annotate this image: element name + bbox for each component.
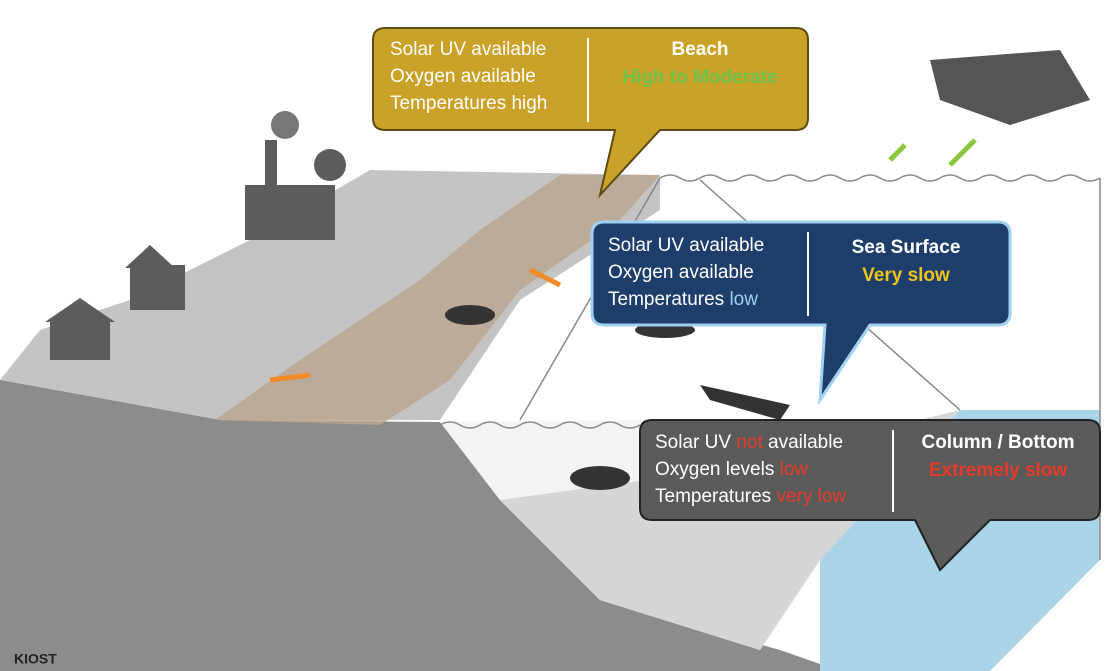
degradation-rate: High to Moderate bbox=[622, 67, 777, 88]
beach-callout: Solar UV available Oxygen available Temp… bbox=[373, 28, 808, 195]
condition: Temperatures low bbox=[608, 289, 758, 310]
zone-title: Column / Bottom bbox=[921, 432, 1074, 453]
sea-surface-callout: Solar UV available Oxygen available Temp… bbox=[592, 222, 1010, 400]
degradation-rate: Extremely slow bbox=[929, 460, 1068, 481]
condition: Solar UV available bbox=[390, 39, 546, 60]
zone-title: Beach bbox=[671, 39, 728, 60]
condition: Oxygen available bbox=[390, 66, 536, 87]
zone-title: Sea Surface bbox=[852, 237, 961, 258]
condition: Temperatures very low bbox=[655, 486, 846, 507]
scene bbox=[0, 50, 1100, 671]
footer-logo: KIOST bbox=[14, 651, 57, 667]
condition: Solar UV available bbox=[608, 235, 764, 256]
condition: Oxygen levels low bbox=[655, 459, 808, 480]
degradation-rate: Very slow bbox=[862, 265, 950, 286]
condition: Oxygen available bbox=[608, 262, 754, 283]
condition: Temperatures high bbox=[390, 93, 547, 114]
condition: Solar UV not available bbox=[655, 432, 843, 453]
diagram: Solar UV available Oxygen available Temp… bbox=[0, 0, 1109, 671]
